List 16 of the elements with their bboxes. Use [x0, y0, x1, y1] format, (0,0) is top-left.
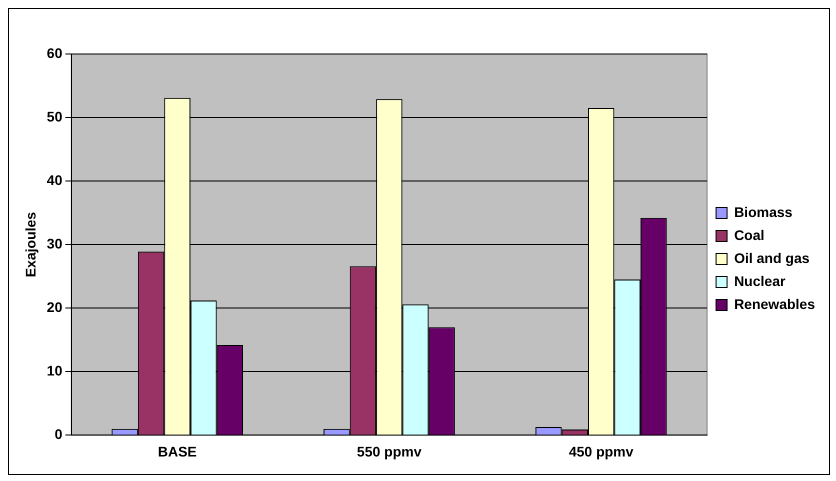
legend-label: Nuclear: [734, 272, 786, 289]
y-tick-label: 20: [46, 298, 63, 315]
y-axis-title: Exajoules: [22, 212, 38, 278]
y-tick-label: 60: [46, 44, 63, 61]
x-tick-label: 550 ppmv: [356, 443, 422, 460]
y-tick-label: 10: [46, 362, 63, 379]
legend-label: Biomass: [734, 204, 793, 220]
y-tick-label: 30: [46, 235, 63, 252]
x-tick-label: BASE: [158, 443, 197, 460]
y-tick-label: 0: [54, 426, 63, 442]
x-tick-label: 450 ppmv: [568, 443, 634, 460]
legend-label: Coal: [734, 226, 764, 243]
legend-label: Renewables: [734, 296, 816, 312]
y-tick-label: 50: [46, 108, 63, 124]
legend-label: Oil and gas: [734, 250, 810, 266]
y-tick-label: 40: [46, 172, 63, 188]
